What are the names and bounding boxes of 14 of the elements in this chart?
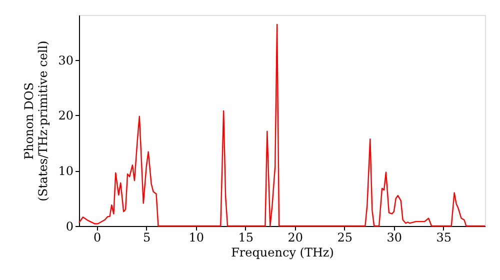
x-tick-label: 10 [188,230,204,244]
y-tick-label: 10 [58,164,74,178]
y-tick-label: 20 [58,108,74,123]
x-tick-label: 5 [143,230,151,244]
x-tick-label: 15 [238,230,254,244]
x-tick-label: 30 [386,230,402,244]
x-tick-label: 0 [94,230,102,244]
y-tick-label: 30 [58,53,74,68]
x-tick-label: 35 [436,230,452,244]
x-axis-title: Frequency (THz) [231,246,334,260]
x-tick-label: 25 [337,230,353,244]
y-tick-label: 0 [66,220,74,234]
y-axis-title: Phonon DOS (States/THz·primitive cell) [22,40,50,202]
x-tick-label: 20 [288,230,304,244]
